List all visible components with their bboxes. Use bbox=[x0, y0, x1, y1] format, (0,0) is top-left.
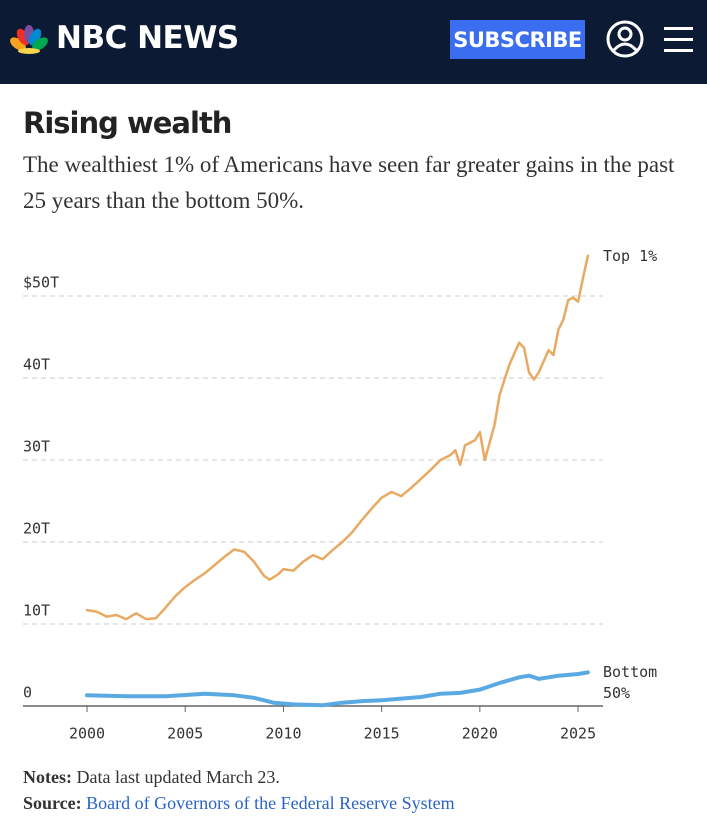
peacock-icon bbox=[10, 25, 48, 54]
logo[interactable]: NBC NEWS bbox=[56, 20, 239, 56]
x-tick-label: 2005 bbox=[167, 725, 203, 743]
x-tick-label: 2010 bbox=[265, 725, 301, 743]
x-tick-label: 2000 bbox=[69, 725, 105, 743]
notes-text: Data last updated March 23. bbox=[76, 767, 280, 787]
account-icon[interactable] bbox=[605, 19, 645, 59]
subscribe-button[interactable]: SUBSCRIBE bbox=[450, 20, 585, 59]
notes-label: Notes: bbox=[23, 767, 72, 787]
source-label: Source: bbox=[23, 793, 82, 813]
chart-subtitle: The wealthiest 1% of Americans have seen… bbox=[23, 152, 675, 213]
menu-icon[interactable] bbox=[664, 27, 694, 53]
x-tick-label: 2020 bbox=[462, 725, 498, 743]
y-tick-label: 30T bbox=[23, 438, 50, 456]
y-tick-label: 40T bbox=[23, 356, 50, 374]
y-tick-label: 0 bbox=[23, 684, 32, 702]
notes: Notes: Data last updated March 23. bbox=[23, 767, 280, 788]
x-tick-label: 2015 bbox=[364, 725, 400, 743]
series-line bbox=[85, 254, 590, 621]
series-label: Bottom 50% bbox=[603, 663, 658, 703]
series-label: Top 1% bbox=[603, 246, 658, 265]
chart-title: Rising wealth bbox=[23, 106, 232, 140]
header: NBC NEWS SUBSCRIBE bbox=[0, 0, 707, 84]
x-tick-label: 2025 bbox=[560, 725, 596, 743]
source: Source: Board of Governors of the Federa… bbox=[23, 793, 455, 814]
y-tick-label: 20T bbox=[23, 520, 50, 538]
y-tick-label: $50T bbox=[23, 274, 59, 292]
series-line bbox=[85, 670, 590, 708]
y-tick-label: 10T bbox=[23, 602, 50, 620]
source-link[interactable]: Board of Governors of the Federal Reserv… bbox=[86, 793, 455, 813]
